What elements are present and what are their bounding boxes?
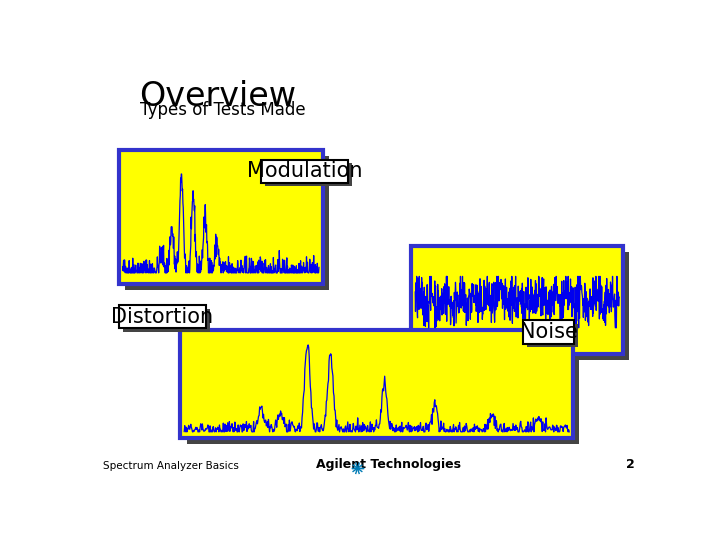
Bar bbox=[119, 150, 323, 284]
Text: Modulation: Modulation bbox=[247, 161, 362, 181]
Text: Noise: Noise bbox=[520, 322, 577, 342]
Bar bbox=[265, 164, 352, 186]
Bar bbox=[119, 305, 206, 328]
Bar bbox=[186, 336, 579, 444]
Text: Types of Tests Made: Types of Tests Made bbox=[140, 101, 305, 119]
Text: Agilent Technologies: Agilent Technologies bbox=[316, 458, 461, 471]
Text: Distortion: Distortion bbox=[111, 307, 213, 327]
Text: Spectrum Analyzer Basics: Spectrum Analyzer Basics bbox=[104, 461, 239, 471]
Text: 2: 2 bbox=[626, 458, 634, 471]
Bar bbox=[122, 309, 210, 332]
Bar bbox=[261, 159, 348, 183]
Bar bbox=[523, 320, 575, 343]
Bar bbox=[125, 156, 329, 291]
Bar bbox=[418, 252, 629, 360]
Bar bbox=[411, 246, 623, 354]
Text: Overview: Overview bbox=[140, 80, 297, 113]
Bar bbox=[527, 325, 578, 347]
Bar bbox=[180, 330, 573, 438]
